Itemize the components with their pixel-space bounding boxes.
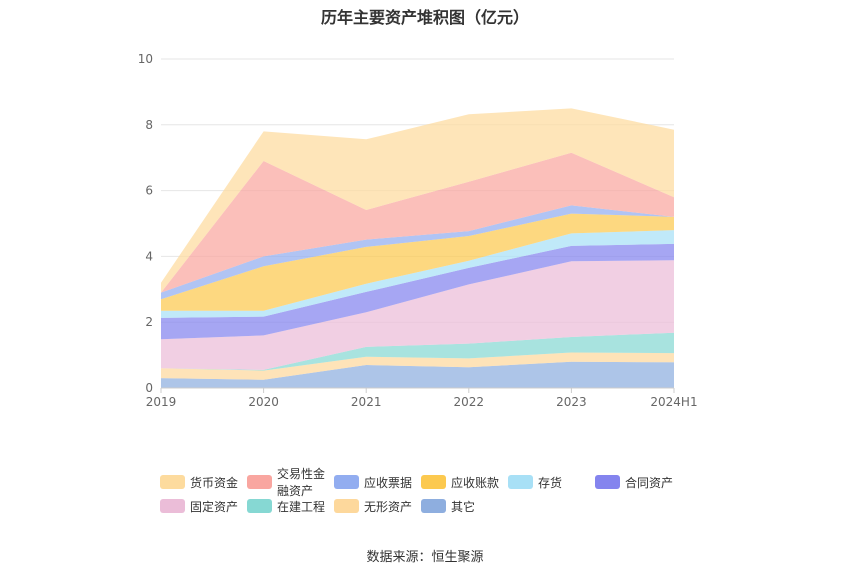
area-series-货币资金[interactable] [161, 108, 674, 293]
legend-row: 货币资金 交易性金融资产 应收票据 应收账款 存货 合同资产 [160, 467, 720, 498]
x-tick-label: 2022 [454, 395, 485, 409]
x-tick-label: 2024H1 [650, 395, 697, 409]
legend-item[interactable]: 应收票据 [334, 474, 421, 491]
legend-swatch [247, 475, 272, 489]
y-tick-label: 4 [145, 249, 153, 263]
area-series-合同资产[interactable] [161, 243, 674, 340]
area-series-其它[interactable] [161, 361, 674, 388]
legend-item[interactable]: 其它 [421, 498, 508, 515]
legend-swatch [334, 499, 359, 513]
area-series-存货[interactable] [161, 230, 674, 318]
legend-label: 无形资产 [364, 499, 413, 514]
legend-row: 固定资产 在建工程 无形资产 其它 [160, 494, 720, 518]
legend-label: 在建工程 [277, 499, 326, 514]
legend-label: 存货 [538, 475, 563, 490]
legend-swatch [334, 475, 359, 489]
area-series-应收账款[interactable] [161, 213, 674, 311]
legend-swatch [160, 475, 185, 489]
legend-label: 合同资产 [625, 475, 674, 490]
chart-title: 历年主要资产堆积图（亿元） [320, 8, 529, 27]
area-series-无形资产[interactable] [161, 352, 674, 380]
legend-item[interactable]: 交易性金融资产 [247, 465, 334, 499]
axes: 0 2 4 6 8 10 2019 2020 2021 2022 2023 2024H1 [138, 52, 698, 409]
legend-label: 应收账款 [451, 475, 500, 490]
legend-swatch [508, 475, 533, 489]
legend-swatch [247, 499, 272, 513]
x-tick-label: 2021 [351, 395, 382, 409]
x-tick-label: 2019 [146, 395, 177, 409]
x-tick-label: 2020 [248, 395, 279, 409]
legend-swatch [421, 475, 446, 489]
legend-label: 固定资产 [190, 499, 239, 514]
legend-item[interactable]: 存货 [508, 474, 595, 491]
area-series-应收票据[interactable] [161, 205, 674, 300]
y-tick-label: 10 [138, 52, 153, 66]
legend-label: 其它 [451, 499, 476, 514]
area-series-交易性金融资产[interactable] [161, 152, 674, 293]
y-tick-label: 6 [145, 184, 153, 198]
y-tick-label: 2 [145, 315, 153, 329]
legend-item[interactable]: 固定资产 [160, 498, 247, 515]
legend-swatch [595, 475, 620, 489]
y-tick-label: 8 [145, 118, 153, 132]
legend-label: 交易性金融资产 [277, 467, 326, 498]
legend-swatch [421, 499, 446, 513]
legend-item[interactable]: 在建工程 [247, 498, 334, 515]
y-tick-label: 0 [145, 381, 153, 395]
legend-item[interactable]: 合同资产 [595, 474, 682, 491]
legend: 货币资金 交易性金融资产 应收票据 应收账款 存货 合同资产固定资产 在建工程 无形资产 其它 [160, 467, 720, 518]
legend-label: 货币资金 [190, 475, 239, 490]
legend-item[interactable]: 应收账款 [421, 474, 508, 491]
legend-swatch [160, 499, 185, 513]
legend-item[interactable]: 无形资产 [334, 498, 421, 515]
legend-item[interactable]: 货币资金 [160, 474, 247, 491]
source-note: 数据来源：恒生聚源 [366, 550, 484, 565]
area-series-在建工程[interactable] [161, 332, 674, 371]
area-series-固定资产[interactable] [161, 260, 674, 370]
legend-label: 应收票据 [364, 475, 413, 490]
x-tick-label: 2023 [556, 395, 587, 409]
area-series-group [161, 108, 674, 388]
